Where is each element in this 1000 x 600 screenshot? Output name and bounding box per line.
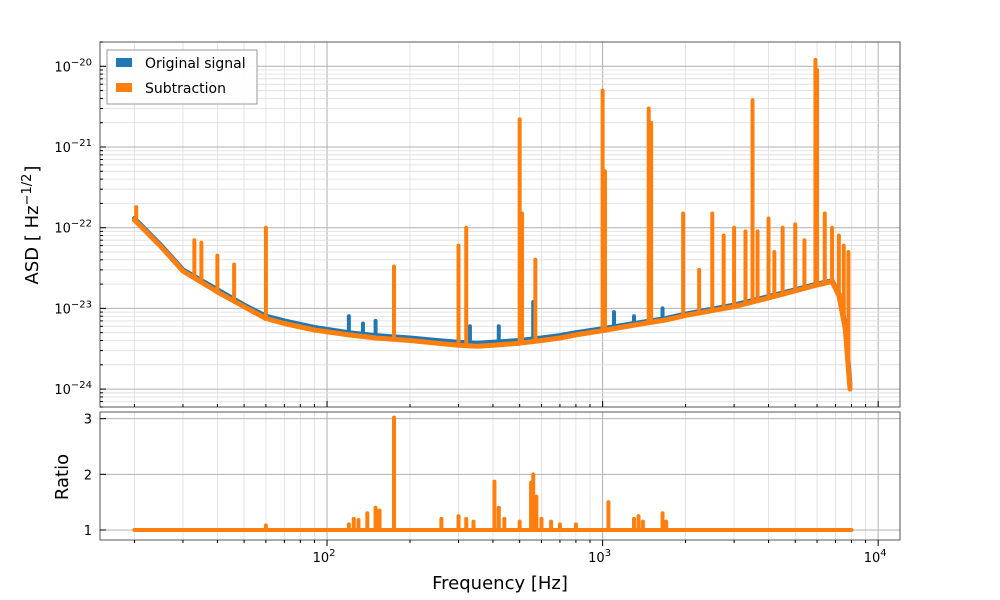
y-tick-label: 10−21: [54, 138, 92, 156]
ratio-series: [132, 415, 854, 532]
ratio-y-tick-label: 2: [84, 468, 92, 483]
x-tick-label: 103: [588, 548, 611, 566]
ratio-panel: 1 2 3 102 103 104 Ratio Frequency [Hz]: [52, 411, 901, 594]
x-tick-label: 104: [864, 548, 887, 566]
ratio-y-tick-label: 1: [84, 524, 92, 539]
ratio-panel-frame: [99, 411, 901, 541]
y-tick-label: 10−22: [54, 219, 92, 237]
ratio-ticks: 1 2 3 102 103 104: [84, 413, 887, 566]
legend-label-original: Original signal: [145, 56, 246, 72]
ratio-y-tick-label: 3: [84, 413, 92, 428]
y-tick-label: 10−20: [54, 57, 92, 75]
ratio-y-axis-title: Ratio: [52, 454, 73, 500]
asd-series: [131, 57, 853, 392]
y-tick-label: 10−23: [54, 299, 92, 317]
legend-swatch-subtraction: [116, 83, 132, 92]
asd-ticks: 10−24 10−23 10−22 10−21 10−20: [54, 41, 879, 408]
x-tick-label: 102: [313, 548, 336, 566]
legend-swatch-original: [116, 58, 132, 67]
x-axis-title: Frequency [Hz]: [432, 573, 568, 594]
asd-panel-frame: [99, 41, 901, 408]
legend-label-subtraction: Subtraction: [145, 81, 226, 97]
legend: Original signal Subtraction: [106, 49, 258, 105]
asd-y-axis-title: ASD [ Hz−1/2]: [20, 166, 43, 285]
y-tick-label: 10−24: [54, 380, 92, 398]
